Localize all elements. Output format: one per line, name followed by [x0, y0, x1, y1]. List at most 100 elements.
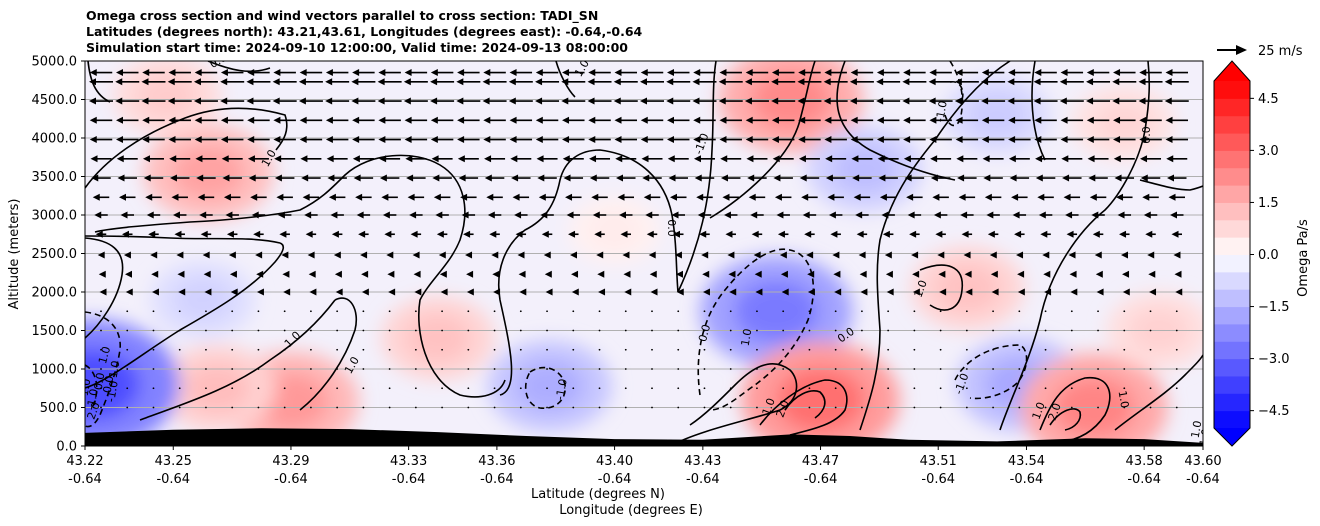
wind-vector-head — [1112, 78, 1120, 86]
wind-vector — [729, 406, 732, 409]
wind-vector-head — [151, 270, 159, 278]
wind-vector-head — [148, 230, 156, 238]
wind-vector — [572, 310, 575, 313]
wind-vector — [535, 69, 559, 77]
wind-vector — [720, 155, 742, 163]
wind-vector-head — [853, 193, 861, 201]
wind-vector-head — [876, 78, 884, 86]
wind-vector — [771, 97, 796, 105]
wind-vector — [273, 136, 296, 144]
wind-vector-head — [1170, 211, 1178, 219]
wind-vector — [150, 251, 158, 259]
wind-vector — [798, 155, 820, 163]
wind-vector-head — [1086, 116, 1094, 124]
wind-vector — [677, 406, 680, 409]
x-axis-label-longitude: Longitude (degrees E) — [559, 503, 703, 518]
wind-vector — [414, 368, 417, 370]
wind-vector — [650, 288, 658, 296]
wind-vector — [414, 387, 417, 390]
wind-vector — [1016, 251, 1024, 259]
wind-vector — [1033, 97, 1058, 105]
wind-vector — [876, 116, 900, 124]
wind-vector-head — [300, 155, 308, 163]
omega-core — [515, 360, 585, 412]
wind-vector — [388, 368, 391, 370]
wind-vector-head — [281, 251, 289, 259]
wind-vector — [804, 230, 815, 238]
wind-vector-head — [193, 78, 201, 86]
wind-vector-head — [1119, 230, 1127, 238]
wind-vector-head — [1092, 230, 1100, 238]
wind-vector-head — [1065, 211, 1073, 219]
colorbar: −4.5 −3.0 −1.5 0.0 1.5 3.0 4.5 — [1213, 60, 1290, 447]
wind-vector-head — [225, 211, 233, 219]
wind-vector-head — [432, 174, 440, 182]
wind-vector — [1043, 270, 1051, 278]
wind-vector — [983, 174, 1003, 182]
wind-vector-head — [299, 136, 307, 144]
wind-vector — [117, 174, 137, 182]
wind-vector — [247, 116, 270, 124]
wind-vector — [992, 329, 994, 332]
wind-vector-head — [1086, 78, 1094, 86]
wind-vector-head — [99, 288, 107, 296]
wind-vector-head — [1035, 174, 1043, 182]
wind-vector — [433, 193, 451, 201]
wind-vector — [672, 230, 684, 238]
wind-vector-head — [1165, 69, 1173, 77]
wind-vector — [467, 406, 470, 409]
wind-vector — [517, 251, 525, 259]
wind-vector — [247, 69, 270, 77]
wind-vector — [692, 78, 717, 86]
wind-vector-head — [693, 69, 701, 77]
wind-vector-head — [981, 78, 989, 86]
wind-vector-head — [302, 193, 310, 201]
wind-vector-head — [751, 230, 759, 238]
wind-vector — [562, 136, 585, 144]
wind-vector — [461, 211, 476, 219]
wind-vector — [955, 136, 979, 144]
wind-vector — [572, 329, 575, 332]
wind-vector — [745, 116, 769, 124]
wind-vector — [1147, 251, 1155, 259]
wind-vector — [508, 97, 533, 105]
wind-vector — [703, 348, 706, 351]
y-tick-label: 2500.0 — [32, 247, 78, 262]
wind-vector — [1123, 406, 1126, 409]
x-tick-label-lon: -0.64 — [156, 472, 190, 487]
wind-vector — [310, 368, 312, 370]
wind-vector-head — [702, 288, 710, 296]
wind-vector — [300, 155, 322, 163]
wind-vector-head — [833, 270, 841, 278]
wind-vector-head — [645, 211, 653, 219]
wind-vector-head — [1034, 136, 1042, 144]
wind-vector-head — [484, 155, 492, 163]
wind-vector — [305, 230, 317, 238]
wind-vector — [933, 211, 948, 219]
wind-vector — [808, 406, 811, 409]
wind-vector — [613, 78, 638, 86]
wind-vector-head — [1143, 211, 1151, 219]
wind-vector — [747, 174, 767, 182]
wind-vector — [1097, 348, 1099, 351]
wind-vector — [430, 78, 455, 86]
wind-vector-head — [404, 136, 412, 144]
wind-vector-head — [125, 288, 133, 296]
wind-vector — [902, 78, 927, 86]
y-tick-label: 3000.0 — [32, 209, 78, 224]
wind-vector — [141, 78, 166, 86]
wind-vector — [1166, 155, 1188, 163]
wind-vector — [903, 69, 926, 77]
wind-vector — [430, 136, 454, 144]
wind-vector — [807, 270, 815, 278]
wind-vector-head — [776, 211, 784, 219]
wind-vector-head — [377, 97, 385, 105]
wind-vector — [248, 174, 269, 182]
wind-vector — [1059, 78, 1084, 86]
wind-vector — [965, 310, 968, 313]
colorbar-segment — [1214, 167, 1250, 186]
wind-vector-head — [884, 251, 892, 259]
wind-vector-head — [1171, 230, 1179, 238]
wind-vector — [771, 116, 795, 124]
wind-vector-head — [410, 230, 418, 238]
